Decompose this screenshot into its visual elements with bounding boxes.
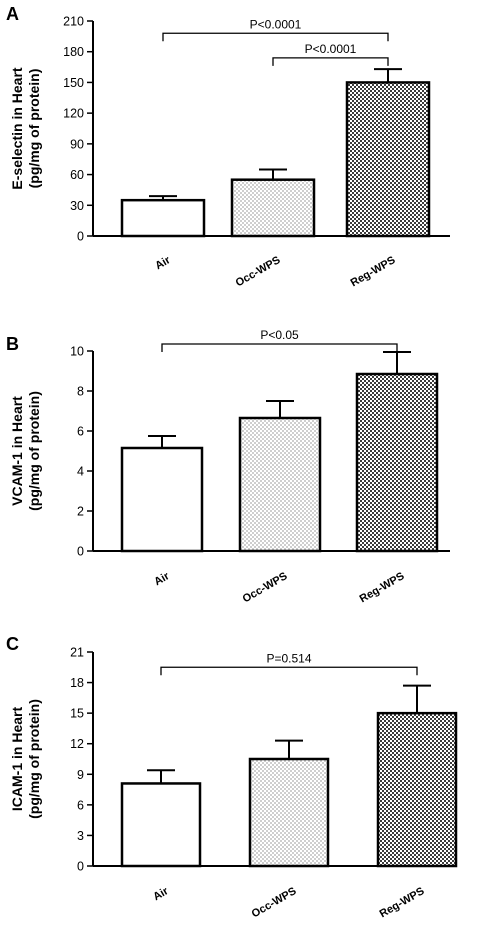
bar	[120, 782, 202, 868]
y-tick-label: 0	[77, 230, 84, 244]
y-axis-label-line: (pg/mg of protein)	[26, 391, 42, 511]
significance-label: P=0.514	[266, 651, 311, 665]
x-tick-label: Reg-WPS	[358, 570, 407, 605]
y-tick-label: 18	[70, 676, 84, 690]
x-tick-label: Occ-WPS	[241, 570, 290, 605]
significance-bracket	[160, 666, 418, 676]
y-tick-label: 120	[63, 107, 84, 121]
bar	[376, 711, 458, 868]
y-axis-label: VCAM-1 in Heart(pg/mg of protein)	[9, 391, 42, 511]
panel-letter: A	[6, 4, 19, 24]
y-tick-label: 30	[70, 199, 84, 213]
y-tick-label: 12	[70, 737, 84, 751]
significance-label: P<0.05	[260, 328, 299, 342]
x-tick-label: Air	[151, 885, 171, 903]
panel-letter: C	[6, 634, 19, 654]
bar	[120, 446, 204, 553]
y-tick-label: 210	[63, 15, 84, 29]
significance-label: P<0.0001	[305, 42, 357, 56]
x-tick-label: Reg-WPS	[378, 885, 427, 920]
y-tick-label: 0	[77, 860, 84, 874]
chart-panel-c: C ICAM-1 in Heart(pg/mg of protein) 0 3 6 9 12…	[6, 634, 458, 920]
x-tick-label: Occ-WPS	[250, 885, 299, 920]
y-tick-label: 0	[77, 545, 84, 559]
y-tick-label: 150	[63, 76, 84, 90]
y-axis-label: ICAM-1 in Heart(pg/mg of protein)	[9, 699, 42, 819]
y-tick-label: 9	[77, 768, 84, 782]
y-axis-label-line: VCAM-1 in Heart	[9, 396, 25, 506]
y-tick-label: 60	[70, 168, 84, 182]
x-tick-label: Air	[153, 254, 173, 272]
significance-bracket	[161, 343, 398, 352]
bar	[345, 81, 431, 238]
y-tick-label: 6	[77, 798, 84, 812]
chart-panel-a: A E-selectin in Heart(pg/mg of protein) 0 3…	[6, 4, 450, 289]
panel-letter: B	[6, 334, 19, 354]
y-tick-label: 180	[63, 45, 84, 59]
significance-label: P<0.0001	[250, 17, 302, 31]
chart-panel-b: B VCAM-1 in Heart(pg/mg of protein) 0 2 4 6 8 1…	[6, 328, 450, 605]
y-tick-label: 2	[77, 505, 84, 519]
y-axis-label-line: (pg/mg of protein)	[26, 69, 42, 189]
y-tick-label: 10	[70, 345, 84, 359]
significance-bracket	[272, 57, 389, 66]
x-tick-label: Air	[152, 570, 172, 588]
bar	[238, 416, 322, 553]
y-tick-label: 8	[77, 385, 84, 399]
y-axis-label-line: ICAM-1 in Heart	[9, 707, 25, 812]
y-tick-label: 90	[70, 137, 84, 151]
y-tick-label: 6	[77, 425, 84, 439]
x-tick-label: Reg-WPS	[349, 254, 398, 289]
y-tick-label: 4	[77, 465, 84, 479]
x-tick-label: Occ-WPS	[234, 254, 283, 289]
y-tick-label: 3	[77, 829, 84, 843]
y-axis-label: E-selectin in Heart(pg/mg of protein)	[9, 67, 42, 189]
bar	[248, 757, 330, 868]
y-axis-label-line: E-selectin in Heart	[9, 67, 25, 189]
bar	[355, 372, 439, 553]
y-axis-label-line: (pg/mg of protein)	[26, 699, 42, 819]
bar	[120, 198, 206, 238]
bar	[230, 178, 316, 238]
significance-bracket	[162, 32, 389, 42]
y-tick-label: 15	[70, 707, 84, 721]
y-tick-label: 21	[70, 646, 84, 660]
